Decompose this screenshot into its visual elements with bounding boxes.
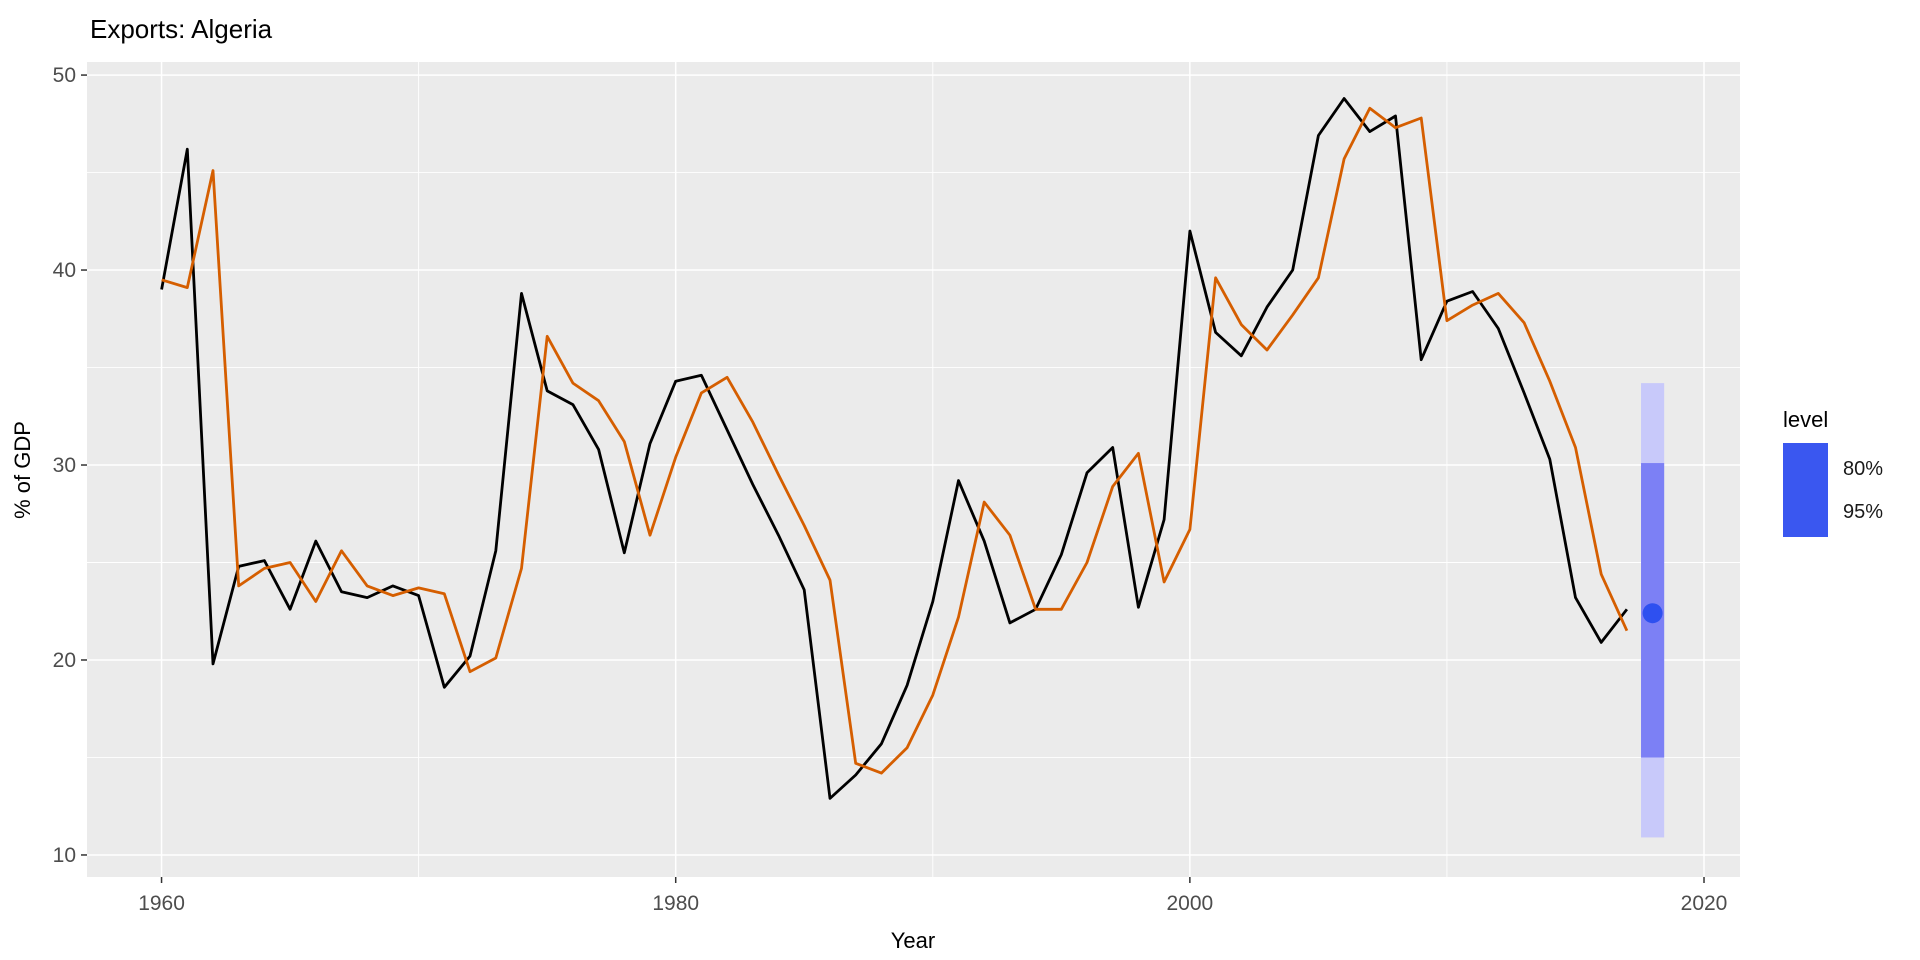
page-title: Exports: Algeria xyxy=(90,14,273,44)
legend: level 80% 95% xyxy=(1783,407,1883,537)
x-axis-title: Year xyxy=(891,928,935,953)
legend-title: level xyxy=(1783,407,1828,432)
y-axis-title: % of GDP xyxy=(10,421,35,519)
axis-ticks-and-labels: 1960 1980 2000 2020 10 20 30 40 50 xyxy=(53,64,1728,915)
y-tick-label: 20 xyxy=(53,649,76,672)
x-tick-label: 1980 xyxy=(652,892,699,915)
legend-label-80: 80% xyxy=(1843,458,1883,480)
legend-level-swatch xyxy=(1783,443,1828,537)
x-tick-label: 1960 xyxy=(138,892,185,915)
x-tick-label: 2020 xyxy=(1681,892,1728,915)
y-tick-label: 10 xyxy=(53,844,76,867)
y-tick-label: 50 xyxy=(53,64,76,87)
y-tick-label: 40 xyxy=(53,259,76,282)
series-lines xyxy=(160,97,1629,800)
panel-background xyxy=(87,62,1740,877)
plot-panel xyxy=(87,62,1740,877)
forecast-intervals xyxy=(1641,383,1665,838)
x-tick-label: 2000 xyxy=(1166,892,1213,915)
y-tick-label: 30 xyxy=(53,454,76,477)
series-line-fitted xyxy=(161,106,1629,775)
forecast-point xyxy=(1642,603,1663,624)
legend-label-95: 95% xyxy=(1843,501,1883,523)
